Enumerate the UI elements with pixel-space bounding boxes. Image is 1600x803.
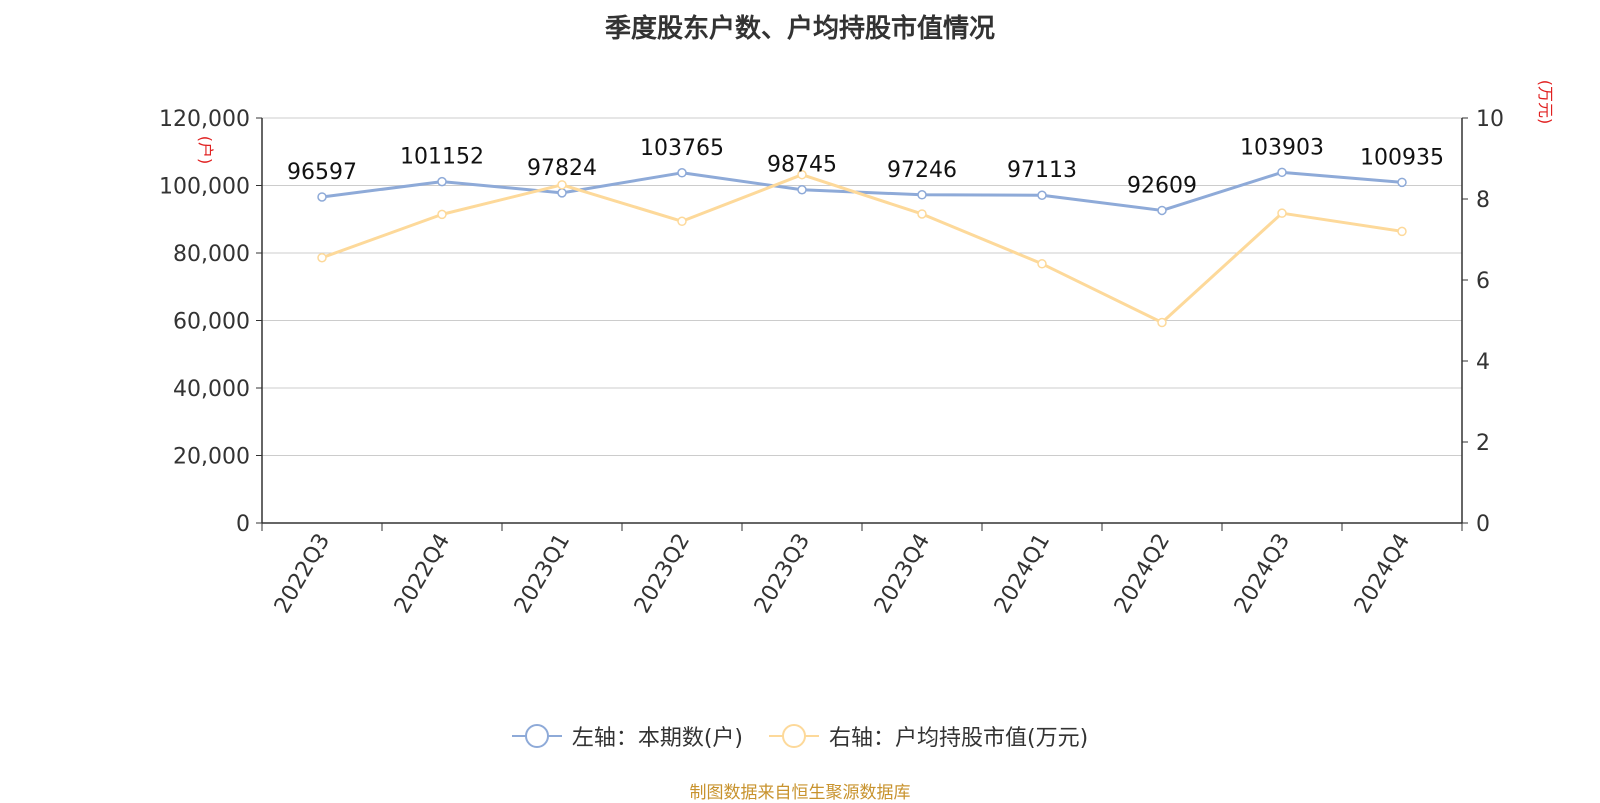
data-point (1397, 226, 1407, 237)
legend: 左轴：本期数(户) 右轴：户均持股市值(万元) (0, 720, 1600, 752)
data-point (1037, 259, 1047, 269)
left-axis-tick-label: 40,000 (173, 377, 250, 402)
right-axis-tick-label: 10 (1476, 107, 1504, 132)
chart-title: 季度股东户数、户均持股市值情况 (604, 14, 995, 44)
data-label: 96597 (287, 160, 357, 185)
data-point (917, 209, 927, 219)
data-label: 97824 (527, 156, 597, 181)
source-note: 制图数据来自恒生聚源数据库 (689, 783, 911, 803)
series-line-left (321, 170, 1403, 212)
data-labels: 96597 101152 97824 103765 98745 97246 97113 926… (287, 135, 1444, 198)
left-axis-unit: (户) (196, 136, 215, 165)
left-axis-tick-label: 120,000 (159, 107, 250, 132)
left-axis-tick-label: 0 (236, 512, 250, 537)
legend-label-left-series: 左轴：本期数(户) (571, 726, 743, 751)
data-label: 92609 (1127, 173, 1197, 198)
left-axis-tick-label: 80,000 (173, 242, 250, 267)
data-label: 97113 (1007, 158, 1077, 183)
legend-label-right-series: 右轴：户均持股市值(万元) (829, 726, 1089, 751)
data-point (317, 192, 327, 202)
data-label: 100935 (1360, 145, 1444, 170)
x-axis-category-label: 2023Q2 (630, 530, 695, 618)
data-point (317, 252, 327, 263)
data-label: 103765 (640, 136, 724, 161)
data-point (1277, 208, 1287, 218)
x-axis-category-label: 2023Q4 (870, 530, 935, 618)
circle-line-marker-icon (511, 724, 562, 748)
x-axis-category-label: 2023Q1 (510, 530, 575, 618)
data-point (677, 216, 687, 227)
right-axis-tick-label: 2 (1476, 431, 1490, 456)
left-axis-tick-label: 60,000 (173, 310, 250, 335)
data-label: 101152 (400, 145, 484, 170)
data-point (677, 168, 687, 178)
data-label: 98745 (767, 153, 837, 178)
right-axis-tick-label: 8 (1476, 188, 1490, 213)
axes: 0 20,000 40,000 60,000 80,000 100,000 120,000 0… (159, 80, 1555, 618)
x-axis-category-label: 2024Q2 (1110, 530, 1175, 618)
data-point (1397, 177, 1407, 188)
data-point (437, 176, 447, 187)
right-axis-tick-label: 4 (1476, 350, 1490, 375)
data-point (917, 190, 927, 200)
data-point (437, 209, 447, 220)
left-axis-tick-label: 20,000 (173, 445, 250, 470)
legend-item-left-series[interactable]: 左轴：本期数(户) (511, 720, 743, 752)
x-axis-category-label: 2022Q3 (270, 530, 335, 618)
x-axis-category-label: 2022Q4 (390, 530, 455, 618)
series-lines (317, 167, 1407, 328)
right-axis-unit: (万元) (1536, 80, 1555, 125)
grid-lines (262, 117, 1462, 456)
circle-line-marker-icon (769, 724, 819, 748)
data-point (1037, 190, 1047, 200)
right-axis-tick-label: 0 (1476, 512, 1490, 537)
data-point (1277, 167, 1287, 178)
right-axis-tick-label: 6 (1476, 269, 1490, 294)
data-label: 97246 (887, 158, 957, 183)
data-label: 103903 (1240, 135, 1324, 160)
series-line-right (321, 173, 1403, 325)
x-axis-category-label: 2024Q3 (1230, 530, 1295, 618)
data-point (557, 188, 567, 198)
x-axis-category-label: 2023Q3 (750, 530, 815, 618)
x-axis-category-label: 2024Q4 (1350, 530, 1415, 618)
data-point (797, 169, 807, 180)
line-chart: 0 20,000 40,000 60,000 80,000 100,000 120,000 0… (159, 80, 1555, 618)
data-point (1157, 205, 1167, 216)
left-axis-tick-label: 100,000 (159, 175, 250, 200)
data-point (797, 184, 807, 195)
legend-item-right-series[interactable]: 右轴：户均持股市值(万元) (769, 720, 1088, 752)
data-point (557, 180, 567, 190)
x-axis-category-label: 2024Q1 (990, 530, 1055, 618)
data-point (1157, 317, 1167, 328)
